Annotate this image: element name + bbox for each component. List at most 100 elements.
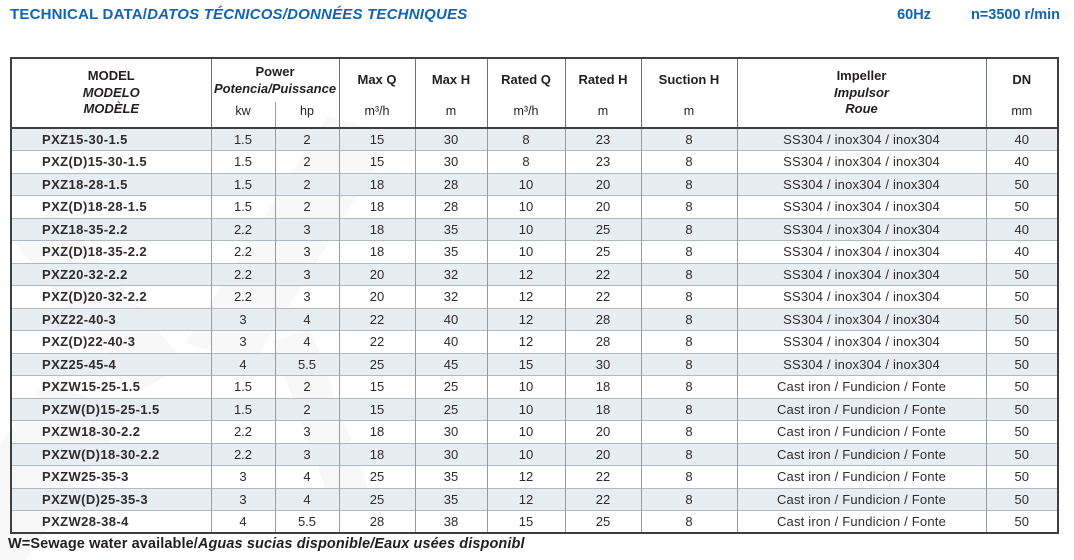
cell-kw: 2.2 [210, 285, 275, 308]
cell-rated-q: 8 [486, 127, 565, 151]
cell-dn: 40 [985, 127, 1058, 151]
header-model-fr: MODÈLE [83, 101, 140, 117]
cell-rated-h: 22 [564, 487, 641, 511]
cell-impeller: Cast iron / Fundicion / Fonte [736, 442, 986, 466]
cell-max-q: 18 [338, 240, 415, 263]
cell-suction-h: 8 [640, 375, 737, 398]
cell-impeller: SS304 / inox304 / inox304 [736, 127, 986, 151]
cell-suction-h: 8 [640, 172, 737, 196]
cell-hp: 3 [274, 285, 339, 308]
cell-dn: 50 [985, 375, 1058, 398]
cell-model: PXZW18-30-2.2 [11, 420, 211, 443]
cell-impeller: SS304 / inox304 / inox304 [736, 352, 986, 376]
cell-suction-h: 8 [640, 150, 737, 173]
cell-max-q: 15 [338, 397, 415, 421]
cell-hp: 2 [274, 195, 339, 218]
cell-rated-q: 10 [486, 195, 565, 218]
cell-max-h: 35 [414, 487, 487, 511]
cell-kw: 2.2 [210, 240, 275, 263]
cell-max-q: 22 [338, 330, 415, 353]
cell-impeller: Cast iron / Fundicion / Fonte [736, 510, 986, 533]
header-dn: DN [985, 58, 1058, 102]
cell-rated-q: 10 [486, 240, 565, 263]
cell-max-q: 20 [338, 285, 415, 308]
table-row: PXZW(D)18-30-2.2 2.2 3 18 30 10 20 8 Cast iron /… [11, 442, 1058, 466]
cell-rated-h: 28 [564, 307, 641, 331]
unit-suction-h: m [640, 102, 737, 128]
table-row: PXZW(D)15-25-1.5 1.5 2 15 25 10 18 8 Cast iron /… [11, 397, 1058, 421]
cell-suction-h: 8 [640, 510, 737, 533]
cell-model: PXZW15-25-1.5 [11, 375, 211, 398]
header-power-sub: Potencia/Puissance [213, 80, 337, 96]
cell-model: PXZ(D)15-30-1.5 [11, 150, 211, 173]
cell-dn: 40 [985, 240, 1058, 263]
unit-kw: kw [210, 102, 275, 128]
unit-max-h: m [414, 102, 487, 128]
cell-hp: 3 [274, 420, 339, 443]
cell-model: PXZ15-30-1.5 [11, 127, 211, 151]
header-impeller: Impeller Impulsor Roue [736, 58, 986, 128]
cell-suction-h: 8 [640, 217, 737, 241]
cell-dn: 50 [985, 172, 1058, 196]
cell-rated-q: 12 [486, 465, 565, 488]
cell-model: PXZ(D)20-32-2.2 [11, 285, 211, 308]
cell-rated-q: 12 [486, 262, 565, 286]
cell-rated-q: 15 [486, 352, 565, 376]
cell-kw: 3 [210, 330, 275, 353]
cell-rated-q: 12 [486, 487, 565, 511]
cell-hp: 2 [274, 150, 339, 173]
cell-impeller: Cast iron / Fundicion / Fonte [736, 375, 986, 398]
cell-kw: 1.5 [210, 397, 275, 421]
cell-rated-q: 12 [486, 285, 565, 308]
header-power-en: Power [255, 63, 295, 79]
page-header: TECHNICAL DATA/DATOS TÉCNICOS/DONNÉES TE… [10, 6, 1060, 23]
cell-impeller: SS304 / inox304 / inox304 [736, 330, 986, 353]
table-row: PXZ(D)20-32-2.2 2.2 3 20 32 12 22 8 SS304 / inox… [11, 285, 1058, 308]
page-title-italic: DATOS TÉCNICOS/DONNÉES TECHNIQUES [147, 6, 468, 23]
cell-max-h: 30 [414, 150, 487, 173]
cell-suction-h: 8 [640, 465, 737, 488]
table-row: PXZ18-35-2.2 2.2 3 18 35 10 25 8 SS304 / inox304… [11, 217, 1058, 241]
cell-model: PXZ(D)22-40-3 [11, 330, 211, 353]
cell-max-h: 30 [414, 442, 487, 466]
cell-hp: 3 [274, 217, 339, 241]
table-row: PXZ(D)15-30-1.5 1.5 2 15 30 8 23 8 SS304 / inox3… [11, 150, 1058, 173]
cell-max-q: 22 [338, 307, 415, 331]
cell-rated-q: 10 [486, 442, 565, 466]
cell-dn: 50 [985, 487, 1058, 511]
cell-kw: 2.2 [210, 217, 275, 241]
page-title-plain: TECHNICAL DATA/ [10, 6, 148, 23]
frequency-label: 60Hz [897, 7, 931, 23]
table-row: PXZW15-25-1.5 1.5 2 15 25 10 18 8 Cast iron / Fu… [11, 375, 1058, 398]
cell-max-h: 35 [414, 465, 487, 488]
cell-impeller: Cast iron / Fundicion / Fonte [736, 397, 986, 421]
cell-hp: 5.5 [274, 510, 339, 533]
cell-suction-h: 8 [640, 330, 737, 353]
cell-rated-h: 22 [564, 285, 641, 308]
table-row: PXZ18-28-1.5 1.5 2 18 28 10 20 8 SS304 / inox304… [11, 172, 1058, 196]
header-rated-q: Rated Q [486, 58, 565, 102]
cell-model: PXZW(D)15-25-1.5 [11, 397, 211, 421]
cell-max-h: 35 [414, 217, 487, 241]
cell-rated-q: 12 [486, 307, 565, 331]
cell-model: PXZW(D)25-35-3 [11, 487, 211, 511]
cell-impeller: SS304 / inox304 / inox304 [736, 195, 986, 218]
cell-max-h: 38 [414, 510, 487, 533]
cell-kw: 2.2 [210, 262, 275, 286]
cell-model: PXZ(D)18-28-1.5 [11, 195, 211, 218]
table-row: PXZ(D)18-28-1.5 1.5 2 18 28 10 20 8 SS304 / inox… [11, 195, 1058, 218]
cell-hp: 2 [274, 397, 339, 421]
cell-model: PXZW(D)18-30-2.2 [11, 442, 211, 466]
header-suction-h: Suction H [640, 58, 737, 102]
cell-rated-h: 22 [564, 465, 641, 488]
cell-model: PXZ25-45-4 [11, 352, 211, 376]
cell-rated-h: 25 [564, 240, 641, 263]
cell-impeller: SS304 / inox304 / inox304 [736, 172, 986, 196]
cell-max-q: 25 [338, 352, 415, 376]
cell-impeller: SS304 / inox304 / inox304 [736, 262, 986, 286]
cell-max-h: 25 [414, 375, 487, 398]
cell-hp: 3 [274, 442, 339, 466]
header-model-en: MODEL [87, 68, 135, 84]
cell-max-q: 15 [338, 127, 415, 151]
cell-rated-h: 20 [564, 195, 641, 218]
